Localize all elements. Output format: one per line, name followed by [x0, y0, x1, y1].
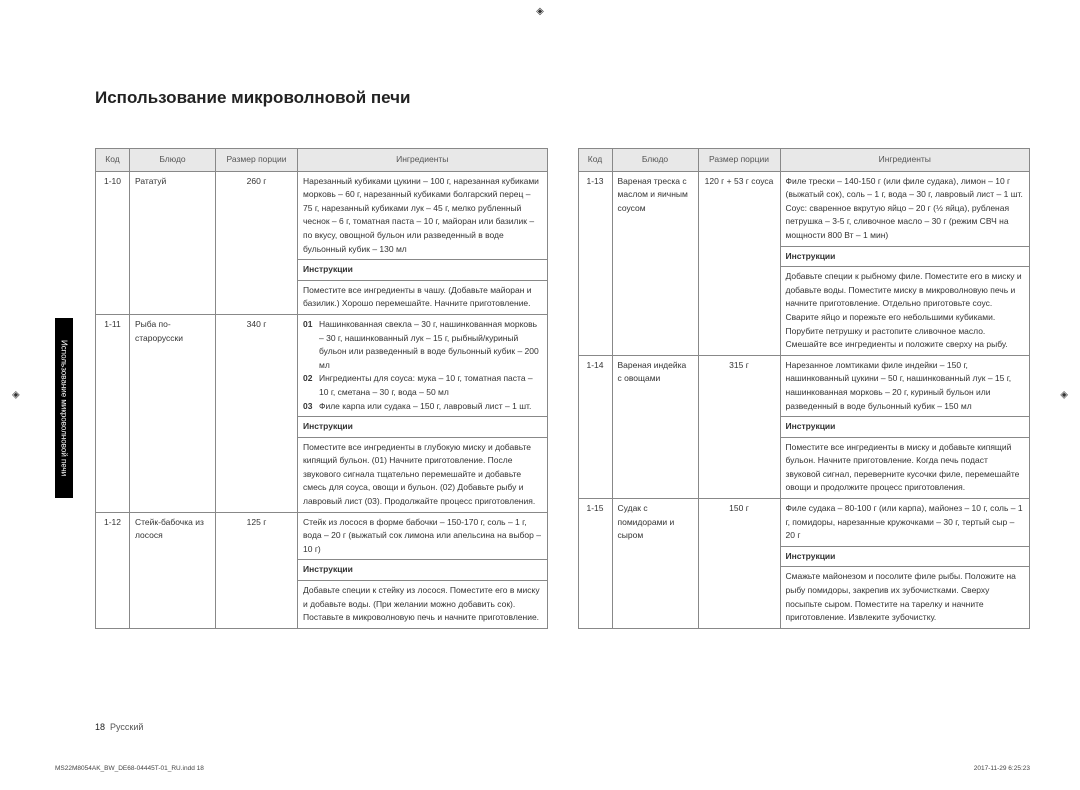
- th-size: Размер порции: [698, 149, 780, 172]
- side-tab: Использование микроволновой печи: [55, 318, 73, 498]
- cell-dish: Рыба по-старорусски: [130, 314, 216, 512]
- left-column: Код Блюдо Размер порции Ингредиенты 1-10…: [95, 148, 548, 629]
- crop-mark-top: ◈: [536, 6, 544, 17]
- cell-dish: Судак с помидорами и сыром: [612, 499, 698, 629]
- cell-instr-text: Поместите все ингредиенты в миску и доба…: [780, 437, 1030, 498]
- cell-instr-text: Добавьте специи к стейку из лосося. Поме…: [298, 581, 548, 629]
- cell-ingredients: Нарезанный кубиками цукини – 100 г, наре…: [298, 171, 548, 260]
- th-dish: Блюдо: [612, 149, 698, 172]
- recipe-row: 1-15Судак с помидорами и сыром150 гФиле …: [578, 499, 1030, 547]
- recipe-row: 1-12Стейк-бабочка из лосося125 гСтейк из…: [96, 512, 548, 560]
- cell-code: 1-14: [578, 355, 612, 498]
- crop-mark-right: ◈: [1060, 390, 1068, 401]
- th-ingredients: Ингредиенты: [780, 149, 1030, 172]
- cell-instr-label: Инструкции: [780, 546, 1030, 567]
- cell-size: 315 г: [698, 355, 780, 498]
- cell-code: 1-13: [578, 171, 612, 355]
- page-footer: 18 Русский: [95, 722, 143, 732]
- recipe-table-left: Код Блюдо Размер порции Ингредиенты 1-10…: [95, 148, 548, 629]
- recipe-row: 1-13Вареная треска с маслом и яичным соу…: [578, 171, 1030, 246]
- th-code: Код: [96, 149, 130, 172]
- cell-dish: Стейк-бабочка из лосося: [130, 512, 216, 628]
- cell-instr-text: Поместите все ингредиенты в глубокую мис…: [298, 437, 548, 512]
- cell-code: 1-12: [96, 512, 130, 628]
- page-number: 18: [95, 722, 105, 732]
- recipe-row: 1-14Вареная индейка с овощами315 гНареза…: [578, 355, 1030, 416]
- page-title: Использование микроволновой печи: [95, 88, 1030, 108]
- cell-size: 260 г: [216, 171, 298, 314]
- cell-size: 120 г + 53 г соуса: [698, 171, 780, 355]
- th-ingredients: Ингредиенты: [298, 149, 548, 172]
- cell-size: 125 г: [216, 512, 298, 628]
- recipe-table-right: Код Блюдо Размер порции Ингредиенты 1-13…: [578, 148, 1031, 629]
- cell-ingredients: Филе трески – 140-150 г (или филе судака…: [780, 171, 1030, 246]
- imprint-file: MS22M8054AK_BW_DE68-04445T-01_RU.indd 18: [55, 765, 204, 772]
- th-code: Код: [578, 149, 612, 172]
- cell-instr-label: Инструкции: [298, 260, 548, 281]
- cell-size: 340 г: [216, 314, 298, 512]
- cell-instr-label: Инструкции: [298, 417, 548, 438]
- cell-instr-label: Инструкции: [780, 246, 1030, 267]
- cell-ingredients: Стейк из лосося в форме бабочки – 150-17…: [298, 512, 548, 560]
- imprint-line: MS22M8054AK_BW_DE68-04445T-01_RU.indd 18…: [55, 765, 1030, 772]
- cell-dish: Вареная треска с маслом и яичным соусом: [612, 171, 698, 355]
- recipe-row: 1-11Рыба по-старорусски340 г01Нашинкован…: [96, 314, 548, 416]
- th-size: Размер порции: [216, 149, 298, 172]
- cell-instr-label: Инструкции: [780, 417, 1030, 438]
- cell-ingredients: Нарезанное ломтиками филе индейки – 150 …: [780, 355, 1030, 416]
- content-columns: Код Блюдо Размер порции Ингредиенты 1-10…: [95, 148, 1030, 629]
- right-column: Код Блюдо Размер порции Ингредиенты 1-13…: [578, 148, 1031, 629]
- recipe-row: 1-10Рататуй260 гНарезанный кубиками цуки…: [96, 171, 548, 260]
- cell-instr-label: Инструкции: [298, 560, 548, 581]
- cell-size: 150 г: [698, 499, 780, 629]
- cell-ingredients: 01Нашинкованная свекла – 30 г, нашинкова…: [298, 314, 548, 416]
- cell-code: 1-11: [96, 314, 130, 512]
- cell-dish: Рататуй: [130, 171, 216, 314]
- cell-dish: Вареная индейка с овощами: [612, 355, 698, 498]
- cell-code: 1-15: [578, 499, 612, 629]
- cell-instr-text: Поместите все ингредиенты в чашу. (Добав…: [298, 280, 548, 314]
- cell-instr-text: Добавьте специи к рыбному филе. Поместит…: [780, 267, 1030, 356]
- th-dish: Блюдо: [130, 149, 216, 172]
- imprint-date: 2017-11-29 6:25:23: [974, 765, 1030, 772]
- page-language: Русский: [110, 722, 143, 732]
- crop-mark-left: ◈: [12, 390, 20, 401]
- cell-ingredients: Филе судака – 80-100 г (или карпа), майо…: [780, 499, 1030, 547]
- cell-code: 1-10: [96, 171, 130, 314]
- cell-instr-text: Смажьте майонезом и посолите филе рыбы. …: [780, 567, 1030, 628]
